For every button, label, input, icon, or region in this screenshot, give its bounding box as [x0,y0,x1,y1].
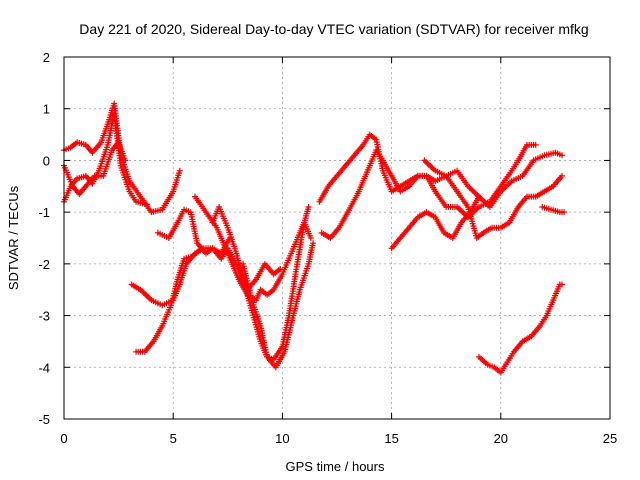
series-track-f [209,204,312,363]
data-point-marker [476,193,482,200]
data-point-marker [561,209,568,216]
x-axis-label: GPS time / hours [286,459,385,474]
x-tick-label: 20 [494,431,508,446]
series-track-c [61,139,129,197]
x-tick-label: 15 [384,431,398,446]
series-track-m [421,157,565,241]
y-tick-label: -3 [38,309,50,324]
x-tick-label: 25 [603,431,617,446]
y-tick-label: 1 [43,102,50,117]
x-tick-label: 0 [60,431,67,446]
series-track-g [240,240,316,371]
y-tick-label: 0 [43,153,50,168]
series-track-i [133,245,205,355]
data-point-marker [559,172,565,179]
data-point-marker [307,235,314,241]
data-point-marker [227,235,233,241]
data-point-marker [122,157,129,164]
y-tick-label: -2 [38,257,50,272]
data-point-marker [176,167,183,174]
series-track-n [476,281,565,376]
y-axis-label: SDTVAR / TECUs [6,185,21,290]
data-point-marker [144,201,150,208]
data-point-marker [305,204,312,210]
series-track-l [388,193,482,252]
y-tick-label: -4 [38,360,50,375]
data-point-marker [198,245,205,252]
x-tick-label: 5 [170,431,177,446]
x-tick-label: 10 [275,431,289,446]
data-point-marker [559,281,565,288]
plot-frame [63,56,611,420]
y-tick-label: 2 [43,50,50,65]
data-point-marker [559,152,565,159]
series-track-k [318,141,539,241]
data-point-marker [310,240,316,247]
series-track-e [192,193,314,304]
y-tick-label: -5 [38,412,50,427]
series-line [478,283,563,374]
chart-title: Day 221 of 2020, Sidereal Day-to-day VTE… [79,21,588,37]
data-points [61,100,568,376]
grid [64,57,610,419]
series-track-o [539,204,568,216]
axis-ticks: 0 5 10 15 20 25 -5 -4 -3 -2 -1 0 1 2 [38,50,617,446]
data-point-marker [532,141,539,148]
y-tick-label: -1 [38,205,50,220]
